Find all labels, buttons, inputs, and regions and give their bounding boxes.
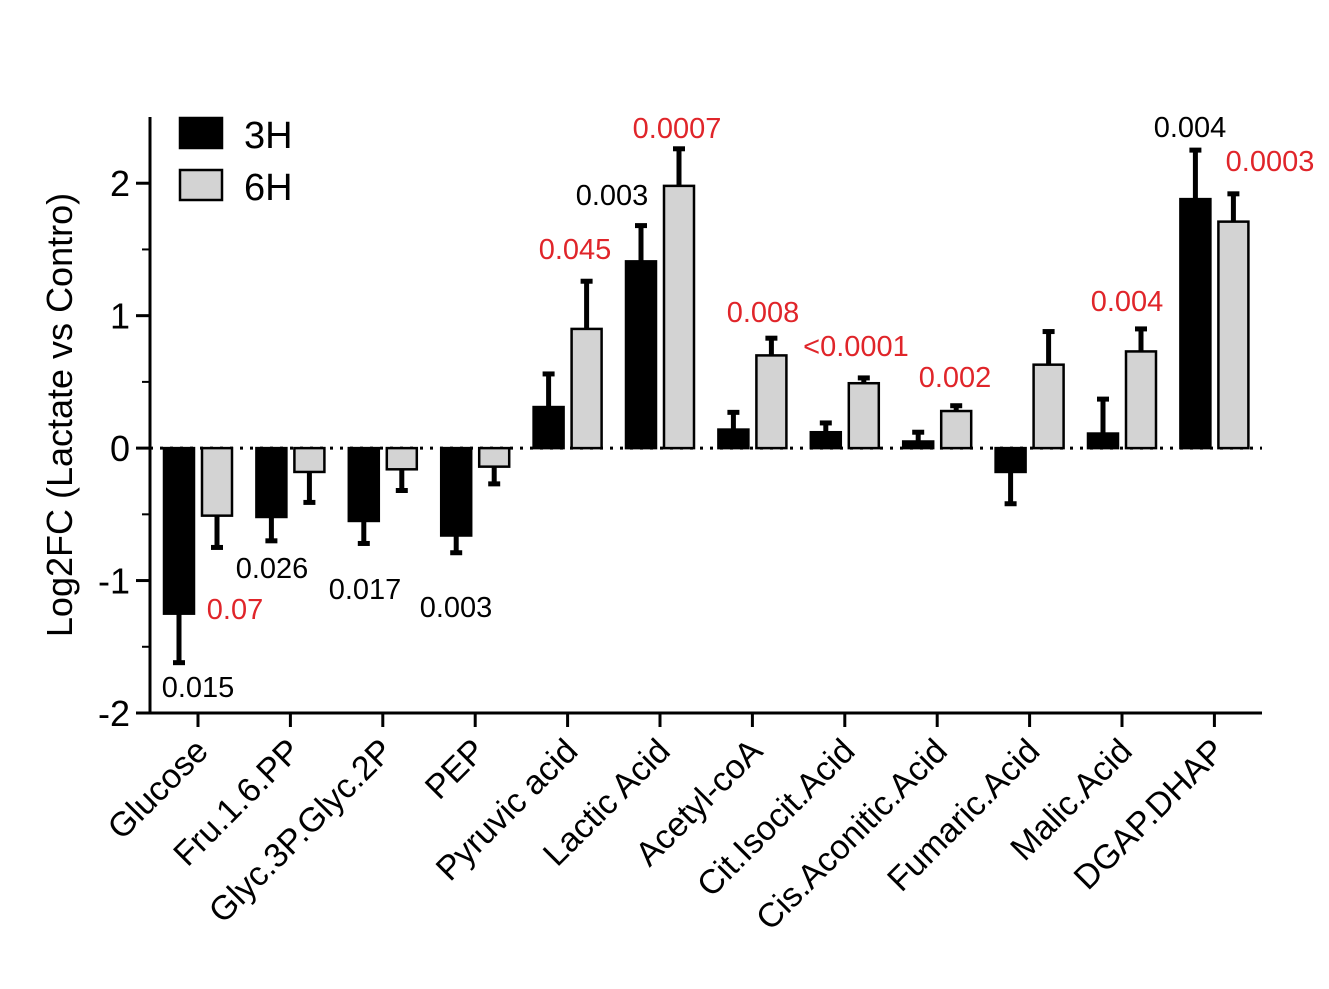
bar-3H <box>994 446 1027 474</box>
p-value-label: 0.008 <box>727 297 800 329</box>
y-tick-label: -1 <box>98 561 130 602</box>
p-value-label: 0.07 <box>207 594 263 626</box>
bar-3H <box>439 446 473 537</box>
bar-3H <box>162 446 196 615</box>
legend-swatch-6H <box>178 168 224 202</box>
bar-3H <box>532 405 565 450</box>
p-value-labels: 0.015 0.07 0.026 0.017 0.003 0.045 0.003 0.0007… <box>162 112 1315 704</box>
bar-3H <box>255 446 288 519</box>
p-value-label: 0.003 <box>420 592 493 624</box>
bar-6H <box>200 446 234 517</box>
bar-3H <box>1179 197 1212 450</box>
legend-label-6H: 6H <box>244 167 293 209</box>
p-value-label: 0.015 <box>162 672 235 704</box>
legend-swatch-3H <box>178 116 224 150</box>
bar-6H <box>662 184 696 450</box>
bar-3H <box>717 428 750 450</box>
y-tick-label: 2 <box>110 163 130 204</box>
y-tick-label: 0 <box>110 428 130 469</box>
p-value-label: 0.002 <box>919 362 992 394</box>
x-tick-label: Cit.Isocit.Acid <box>690 732 863 905</box>
bar-6H <box>293 446 326 474</box>
p-value-label: 0.026 <box>236 553 309 585</box>
y-axis-label: Log2FC (Lactate vs Contro) <box>39 193 80 637</box>
p-value-label: 0.004 <box>1154 112 1227 144</box>
y-tick-label: -2 <box>98 693 130 734</box>
x-tick-label: PEP <box>418 732 493 807</box>
bar-6H <box>847 381 881 450</box>
bar-3H <box>347 446 381 523</box>
bar-6H <box>939 409 973 450</box>
y-tick-label: 1 <box>110 296 130 337</box>
p-value-label: 0.017 <box>329 574 402 606</box>
p-value-label: 0.045 <box>539 234 612 266</box>
bar-6H <box>477 446 511 468</box>
bar-6H <box>1124 350 1158 450</box>
bar-6H <box>385 446 419 471</box>
legend-label-3H: 3H <box>244 115 293 157</box>
bar-3H <box>624 260 658 450</box>
bar-3H <box>809 430 843 450</box>
bars <box>162 146 1250 666</box>
bar-3H <box>1086 432 1120 450</box>
bar-6H <box>570 327 603 450</box>
p-value-label: 0.0007 <box>633 113 722 145</box>
bar-6H <box>755 354 788 450</box>
p-value-label: 0.004 <box>1091 286 1164 318</box>
p-value-label: <0.0001 <box>803 331 909 363</box>
p-value-label: 0.003 <box>576 180 649 212</box>
bar-6H <box>1032 363 1065 450</box>
p-value-label: 0.0003 <box>1226 146 1315 178</box>
bar-6H <box>1217 220 1250 450</box>
bar-3H <box>901 440 935 450</box>
